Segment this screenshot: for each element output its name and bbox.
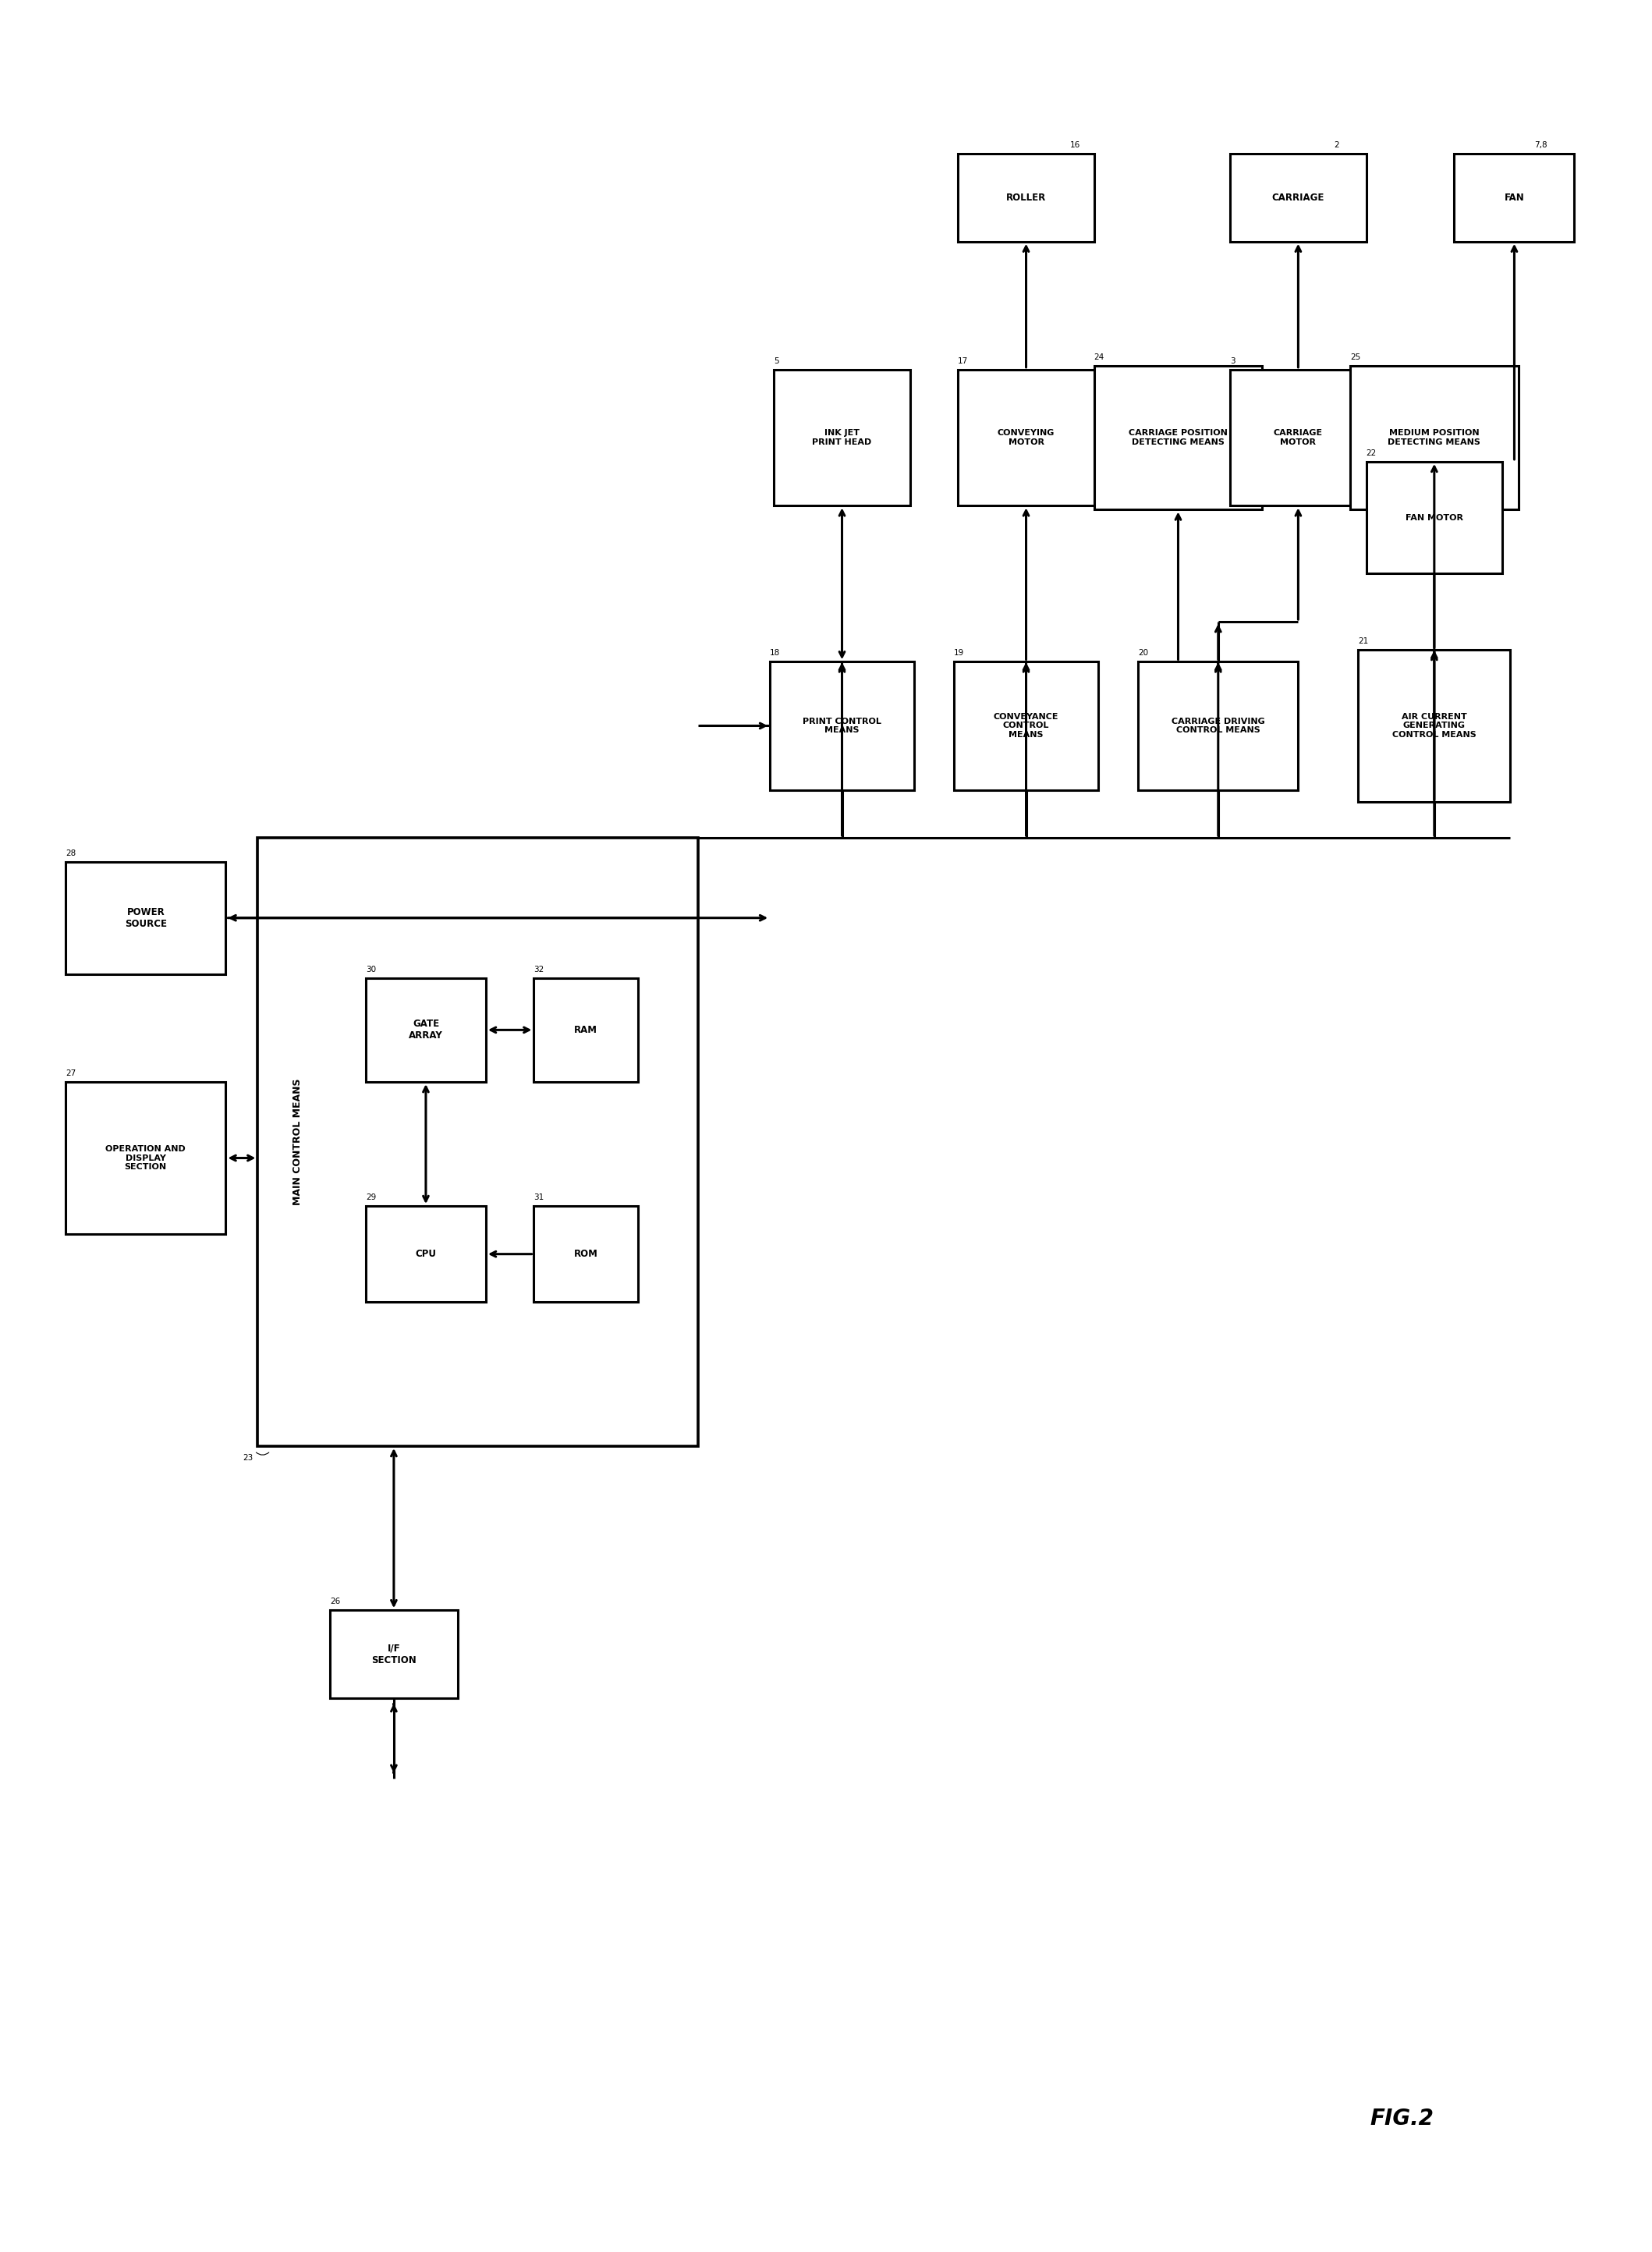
Bar — [66, 863, 226, 973]
Bar — [1094, 365, 1262, 509]
Text: 2: 2 — [1335, 142, 1340, 149]
Bar — [1350, 365, 1518, 509]
Text: CPU: CPU — [415, 1250, 436, 1259]
Bar — [770, 662, 914, 790]
Text: 19: 19 — [955, 649, 965, 658]
Text: 27: 27 — [66, 1070, 76, 1076]
Bar — [955, 662, 1099, 790]
Text: MAIN CONTROL MEANS: MAIN CONTROL MEANS — [292, 1079, 302, 1205]
Text: 16: 16 — [1070, 142, 1080, 149]
Bar — [1358, 651, 1510, 802]
Text: 26: 26 — [330, 1597, 340, 1606]
Text: FAN MOTOR: FAN MOTOR — [1406, 513, 1464, 522]
Text: MEDIUM POSITION
DETECTING MEANS: MEDIUM POSITION DETECTING MEANS — [1388, 430, 1480, 446]
Text: CONVEYING
MOTOR: CONVEYING MOTOR — [998, 430, 1054, 446]
Text: CARRIAGE: CARRIAGE — [1272, 191, 1325, 203]
Text: CARRIAGE DRIVING
CONTROL MEANS: CARRIAGE DRIVING CONTROL MEANS — [1171, 718, 1265, 734]
Bar — [330, 1610, 458, 1698]
Text: CONVEYANCE
CONTROL
MEANS: CONVEYANCE CONTROL MEANS — [993, 714, 1059, 739]
Text: FAN: FAN — [1505, 191, 1525, 203]
Bar — [1231, 153, 1366, 241]
Bar — [1231, 369, 1366, 507]
Text: 17: 17 — [958, 358, 968, 365]
Bar — [1454, 153, 1574, 241]
Text: 32: 32 — [534, 966, 544, 973]
Text: ROM: ROM — [573, 1250, 598, 1259]
Bar — [958, 153, 1094, 241]
Bar — [1366, 462, 1502, 574]
Text: AIR CURRENT
GENERATING
CONTROL MEANS: AIR CURRENT GENERATING CONTROL MEANS — [1393, 714, 1477, 739]
Text: 7,8: 7,8 — [1535, 142, 1548, 149]
Text: 3: 3 — [1231, 358, 1236, 365]
Bar — [775, 369, 910, 507]
Text: 5: 5 — [775, 358, 780, 365]
Text: 25: 25 — [1350, 354, 1361, 360]
Text: 20: 20 — [1138, 649, 1148, 658]
Bar — [365, 1207, 486, 1302]
Text: OPERATION AND
DISPLAY
SECTION: OPERATION AND DISPLAY SECTION — [106, 1144, 185, 1171]
Text: FIG.2: FIG.2 — [1370, 2108, 1434, 2130]
Bar — [365, 977, 486, 1081]
Text: 28: 28 — [66, 849, 76, 858]
Text: INK JET
PRINT HEAD: INK JET PRINT HEAD — [813, 430, 872, 446]
Text: 24: 24 — [1094, 354, 1105, 360]
Text: ROLLER: ROLLER — [1006, 191, 1046, 203]
Text: GATE
ARRAY: GATE ARRAY — [408, 1018, 443, 1040]
Text: POWER
SOURCE: POWER SOURCE — [124, 908, 167, 928]
Text: I/F
SECTION: I/F SECTION — [372, 1644, 416, 1664]
Text: CARRIAGE POSITION
DETECTING MEANS: CARRIAGE POSITION DETECTING MEANS — [1128, 430, 1227, 446]
Text: 23: 23 — [243, 1455, 253, 1462]
Text: 29: 29 — [365, 1194, 377, 1200]
Text: 30: 30 — [365, 966, 377, 973]
Text: 18: 18 — [770, 649, 780, 658]
Text: 21: 21 — [1358, 637, 1368, 644]
Bar — [1138, 662, 1298, 790]
Text: RAM: RAM — [575, 1025, 598, 1036]
Bar — [958, 369, 1094, 507]
Bar — [534, 977, 638, 1081]
Text: 22: 22 — [1366, 448, 1376, 457]
Text: CARRIAGE
MOTOR: CARRIAGE MOTOR — [1274, 430, 1323, 446]
Text: 31: 31 — [534, 1194, 544, 1200]
Bar — [258, 838, 697, 1446]
Text: PRINT CONTROL
MEANS: PRINT CONTROL MEANS — [803, 718, 882, 734]
Bar — [66, 1081, 226, 1234]
Bar — [534, 1207, 638, 1302]
